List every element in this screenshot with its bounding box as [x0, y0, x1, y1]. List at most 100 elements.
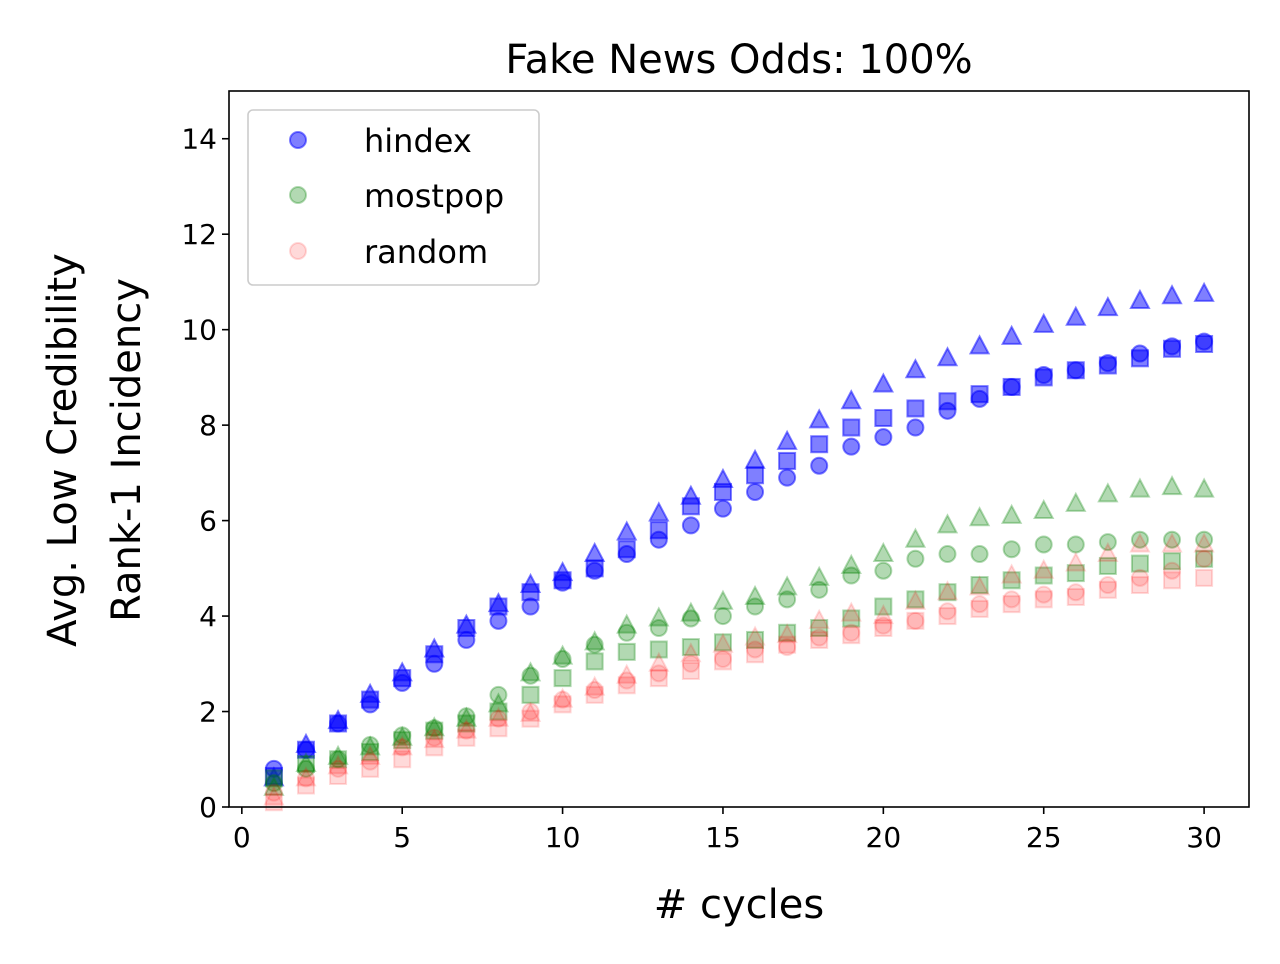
- mostpop-triangle-point: [1097, 482, 1119, 503]
- hindex-triangle-point: [1033, 312, 1055, 333]
- mostpop-circle-point: [553, 650, 572, 669]
- legend: hindex mostpop random: [247, 109, 540, 286]
- legend-label-random: random: [364, 233, 488, 271]
- hindex-circle-point: [842, 437, 861, 456]
- random-circle-point: [842, 623, 861, 642]
- hindex-triangle-point: [712, 467, 734, 489]
- mostpop-square-point: [393, 731, 412, 750]
- x-tick-label: 0: [233, 821, 251, 854]
- plot-frame: [228, 90, 1250, 808]
- random-triangle-point: [904, 589, 927, 610]
- mostpop-triangle-point: [455, 706, 478, 727]
- legend-label-hindex: hindex: [364, 122, 472, 160]
- hindex-triangle-point: [327, 708, 349, 730]
- mostpop-triangle-point: [519, 661, 542, 682]
- hindex-square-point: [617, 540, 636, 559]
- random-triangle-point: [551, 687, 574, 708]
- random-circle-point: [874, 616, 893, 635]
- mostpop-circle-point: [1163, 530, 1182, 549]
- hindex-triangle-point: [904, 358, 927, 379]
- random-triangle-point: [1033, 558, 1055, 579]
- random-square-point: [296, 776, 315, 795]
- hindex-square-point: [874, 408, 893, 427]
- mostpop-square-point: [1163, 552, 1182, 571]
- random-triangle-point: [1161, 532, 1183, 553]
- hindex-square-point: [970, 385, 989, 404]
- y-tick-label: 12: [181, 218, 217, 251]
- mostpop-square-point: [970, 576, 989, 595]
- mostpop-square-point: [585, 652, 604, 671]
- x-tick-label: 10: [545, 821, 581, 854]
- mostpop-circle-point: [970, 545, 989, 564]
- random-square-point: [1195, 568, 1214, 587]
- legend-marker-random: [289, 242, 307, 260]
- mostpop-square-point: [1130, 554, 1149, 573]
- mostpop-circle-point: [585, 635, 604, 654]
- mostpop-triangle-point: [263, 775, 285, 796]
- random-triangle-point: [1065, 551, 1087, 572]
- random-circle-point: [521, 702, 540, 721]
- mostpop-circle-point: [713, 607, 732, 626]
- hindex-circle-point: [681, 516, 700, 535]
- hindex-triangle-point: [295, 732, 317, 753]
- hindex-triangle-point: [263, 766, 285, 787]
- mostpop-square-point: [361, 743, 380, 762]
- y-tick-label: 10: [181, 314, 217, 347]
- random-circle-point: [617, 671, 636, 690]
- random-circle-point: [425, 728, 444, 747]
- hindex-square-point: [906, 399, 925, 418]
- y-axis-label: Avg. Low Credibility Rank-1 Incidency: [40, 253, 150, 647]
- mostpop-square-point: [489, 702, 508, 721]
- y-tick-label: 2: [199, 696, 217, 729]
- mostpop-triangle-point: [776, 575, 798, 596]
- random-square-point: [425, 738, 444, 757]
- mostpop-triangle-point: [1161, 475, 1183, 496]
- mostpop-circle-point: [649, 619, 668, 637]
- random-square-point: [681, 661, 700, 680]
- random-triangle-point: [359, 744, 381, 765]
- random-circle-point: [810, 628, 829, 647]
- hindex-triangle-point: [391, 661, 413, 682]
- x-tick-label: 15: [705, 821, 741, 854]
- random-circle-point: [1034, 585, 1053, 604]
- mostpop-circle-point: [1130, 530, 1149, 549]
- mostpop-circle-point: [329, 750, 348, 769]
- mostpop-square-point: [874, 597, 893, 616]
- y-axis-label-line-1: Avg. Low Credibility: [40, 253, 86, 647]
- random-triangle-point: [616, 663, 638, 684]
- hindex-triangle-point: [359, 682, 381, 703]
- mostpop-triangle-point: [712, 589, 734, 610]
- random-circle-point: [1098, 576, 1117, 595]
- hindex-triangle-point: [1161, 284, 1183, 305]
- mostpop-square-point: [1066, 564, 1085, 583]
- mostpop-circle-point: [457, 707, 476, 726]
- mostpop-square-point: [746, 630, 765, 649]
- hindex-triangle-point: [744, 448, 766, 469]
- random-triangle-point: [1129, 532, 1151, 553]
- random-triangle-point: [487, 706, 510, 727]
- mostpop-triangle-point: [1000, 503, 1023, 524]
- random-square-point: [810, 630, 829, 649]
- mostpop-circle-point: [1066, 535, 1085, 554]
- hindex-triangle-point: [616, 520, 638, 541]
- random-circle-point: [1066, 583, 1085, 602]
- random-circle-point: [681, 654, 700, 673]
- random-circle-point: [329, 759, 348, 778]
- hindex-triangle-point: [583, 541, 606, 563]
- mostpop-circle-point: [264, 774, 283, 793]
- hindex-triangle-point: [487, 591, 510, 613]
- hindex-square-point: [585, 559, 604, 578]
- random-circle-point: [713, 650, 732, 669]
- random-triangle-point: [776, 623, 798, 644]
- random-square-point: [1098, 580, 1117, 599]
- random-triangle-point: [455, 718, 478, 739]
- hindex-triangle-point: [680, 484, 702, 505]
- hindex-triangle-point: [872, 372, 895, 393]
- mostpop-triangle-point: [359, 735, 381, 756]
- random-triangle-point: [968, 575, 991, 596]
- mostpop-square-point: [778, 623, 797, 642]
- mostpop-triangle-point: [840, 553, 862, 574]
- hindex-circle-point: [746, 482, 765, 501]
- x-tick-label: 5: [393, 821, 411, 854]
- mostpop-square-point: [329, 750, 348, 769]
